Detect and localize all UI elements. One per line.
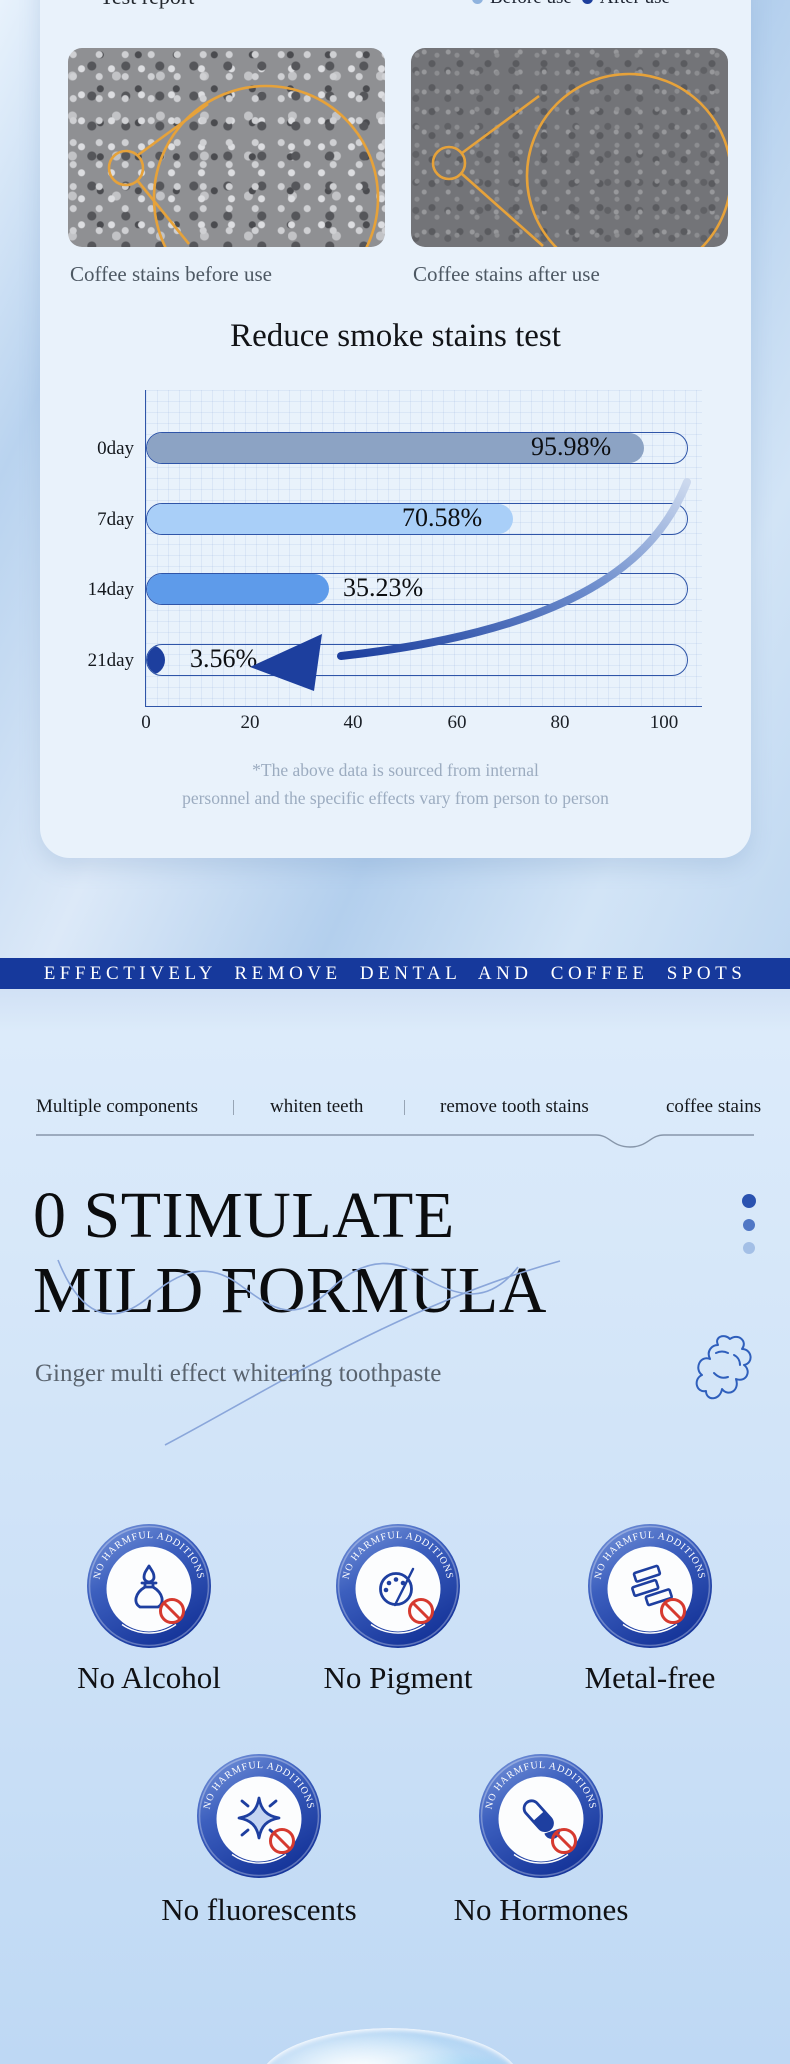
hero-subtitle: Ginger multi effect whitening toothpaste <box>35 1360 442 1387</box>
tab-underline <box>36 1134 754 1148</box>
legend-before-use: Before use <box>472 0 572 9</box>
x-tick: 0 <box>141 712 151 733</box>
test-report-card: Test report Before use After use <box>40 0 751 858</box>
bar-0day <box>147 433 645 463</box>
legend-dot-before-icon <box>472 0 483 4</box>
badge-label-no-hormones: No Hormones <box>453 1892 629 1927</box>
badge-no-hormones: NO HARMFUL ADDITIONS <box>477 1752 605 1880</box>
bar-track <box>146 573 688 605</box>
micrograph-before-image <box>68 48 385 247</box>
dot-decoration <box>742 1194 756 1208</box>
disclaimer-line-1: *The above data is sourced from internal <box>252 760 539 780</box>
tab-whiten-teeth: whiten teeth <box>270 1096 364 1117</box>
value-label: 70.58% <box>402 503 483 532</box>
section-banner: EFFECTIVELY REMOVE DENTAL AND COFFEE SPO… <box>0 958 790 989</box>
caption-after: Coffee stains after use <box>413 262 600 286</box>
legend-label: Before use <box>490 0 572 9</box>
x-tick: 40 <box>343 712 363 733</box>
category-label: 14day <box>87 579 134 600</box>
x-tick: 80 <box>550 712 570 733</box>
badge-no-pigment: NO HARMFUL ADDITIONS <box>334 1522 462 1650</box>
category-label: 21day <box>87 650 134 671</box>
downward-trend-arrow <box>250 478 691 691</box>
bar-7day <box>147 504 513 534</box>
badge-label-no-pigment: No Pigment <box>323 1660 473 1695</box>
smoke-stain-chart: 0day 95.98% 7day 70.58% 14day 35.23% 21d… <box>88 390 702 733</box>
tab-separator <box>404 1100 405 1115</box>
caption-before: Coffee stains before use <box>70 262 272 286</box>
dot-decoration <box>743 1219 755 1231</box>
tab-separator <box>233 1100 234 1115</box>
chart-legend: Before use After use <box>472 0 670 9</box>
bar-14day <box>147 574 330 604</box>
legend-label: After use <box>600 0 670 9</box>
badge-metal-free: NO HARMFUL ADDITIONS <box>586 1522 714 1650</box>
ginger-icon <box>695 1335 752 1400</box>
hero-heading-line1: 0 STIMULATE <box>33 1179 455 1252</box>
bar-track <box>146 432 688 464</box>
legend-after-use: After use <box>581 0 670 9</box>
badge-label-no-fluorescents: No fluorescents <box>161 1892 357 1927</box>
category-label: 7day <box>97 509 134 530</box>
no-additive-stamp: NO HARMFUL ADDITIONS <box>197 1754 321 1878</box>
tab-multiple-components: Multiple components <box>36 1096 199 1117</box>
magnifier-callout-icon <box>431 72 728 247</box>
no-additive-stamp: NO HARMFUL ADDITIONS <box>336 1524 460 1648</box>
bar-21day <box>147 645 166 675</box>
squiggle-decoration <box>57 1259 561 1446</box>
x-tick: 100 <box>649 712 679 733</box>
dot-decoration <box>743 1242 755 1254</box>
tab-remove-tooth-stains: remove tooth stains <box>440 1096 589 1117</box>
water-bubble-image <box>258 2028 522 2064</box>
no-additive-stamp: NO HARMFUL ADDITIONS <box>87 1524 211 1648</box>
hero-heading: 0 STIMULATE MILD FORMULA <box>33 1178 547 1328</box>
x-tick: 20 <box>240 712 260 733</box>
category-label: 0day <box>97 438 134 459</box>
badge-no-alcohol: NO HARMFUL ADDITIONS <box>85 1522 213 1650</box>
tab-coffee-stains: coffee stains <box>666 1096 762 1117</box>
chart-title: Reduce smoke stains test <box>230 318 561 354</box>
report-title: Test report <box>100 0 194 10</box>
no-additive-stamp: NO HARMFUL ADDITIONS <box>588 1524 712 1648</box>
hero-heading-line2: MILD FORMULA <box>33 1254 547 1327</box>
disclaimer-line-2: personnel and the specific effects vary … <box>182 788 609 808</box>
legend-dot-after-icon <box>581 0 593 4</box>
no-additive-stamp: NO HARMFUL ADDITIONS <box>479 1754 603 1878</box>
badge-no-fluorescents: NO HARMFUL ADDITIONS <box>195 1752 323 1880</box>
badge-label-metal-free: Metal-free <box>584 1660 716 1695</box>
value-label: 95.98% <box>531 432 612 461</box>
magnifier-callout-icon <box>107 84 380 247</box>
bar-track <box>146 503 688 535</box>
micrograph-after-image <box>411 48 728 247</box>
badge-label-no-alcohol: No Alcohol <box>77 1660 221 1695</box>
value-label: 3.56% <box>190 644 258 673</box>
x-tick: 60 <box>447 712 467 733</box>
value-label: 35.23% <box>343 573 424 602</box>
